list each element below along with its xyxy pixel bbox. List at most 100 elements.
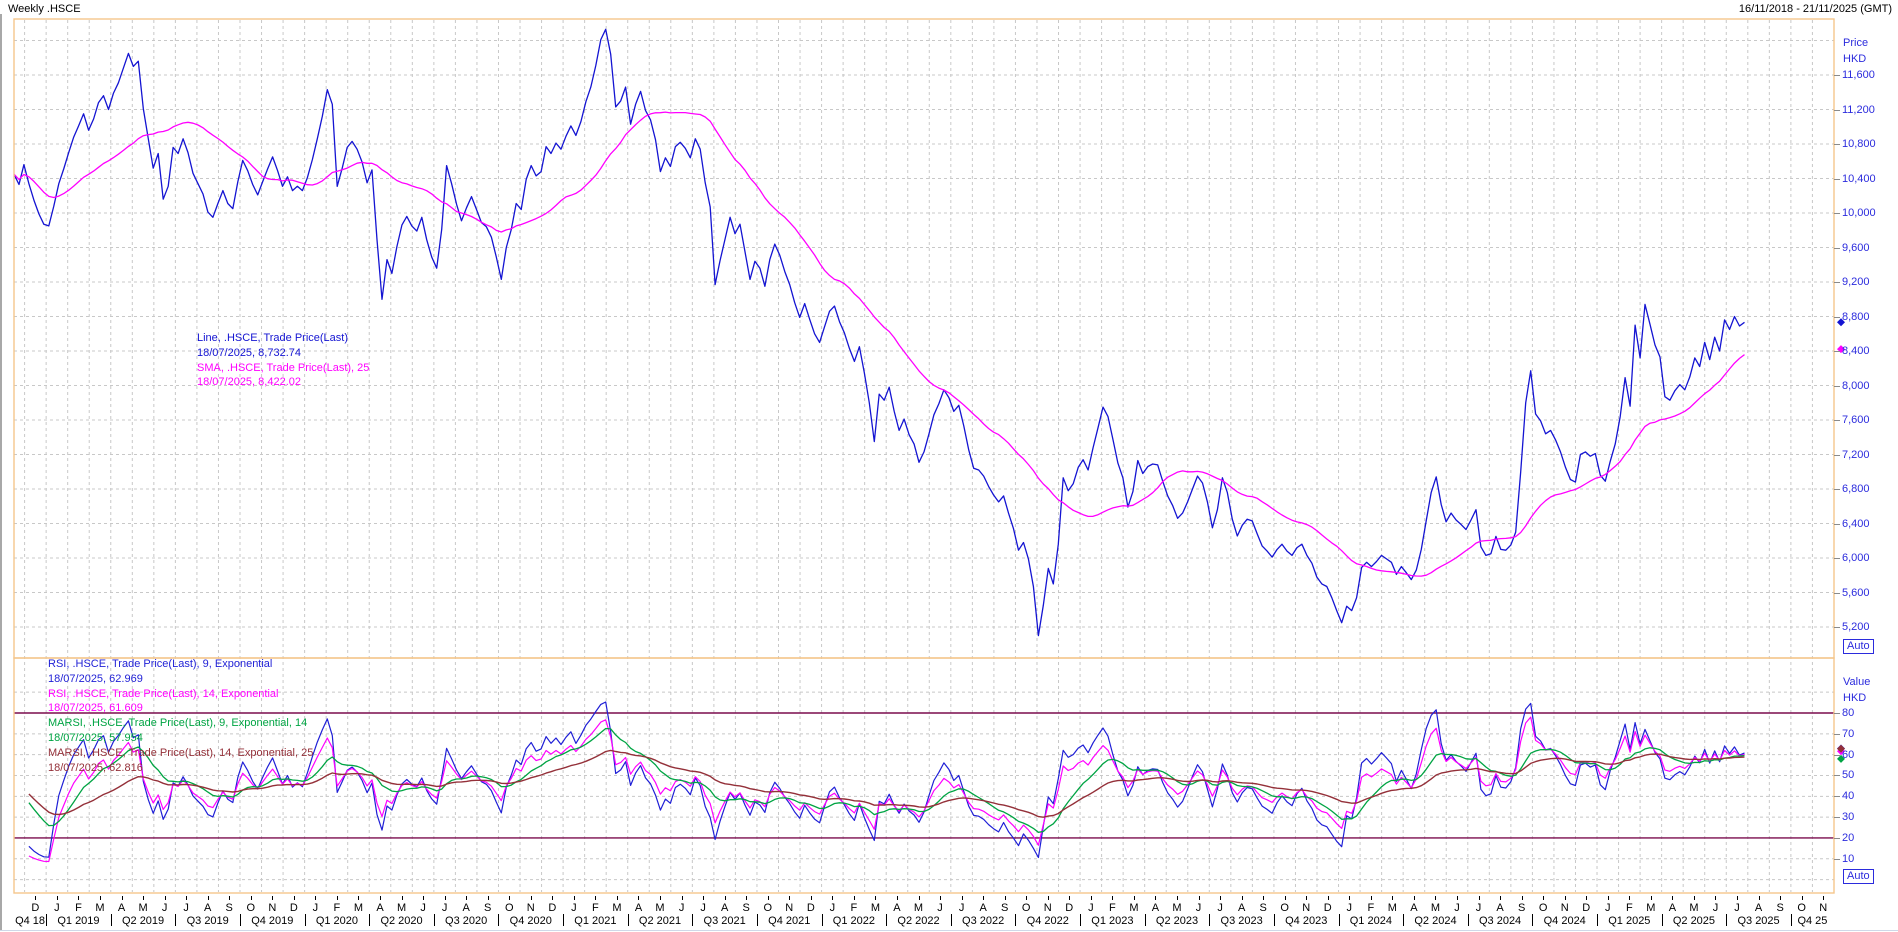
month-label: M	[1129, 902, 1139, 914]
month-tick	[1392, 896, 1394, 900]
date-range-label: 16/11/2018 - 21/11/2025 (GMT)	[1738, 3, 1892, 15]
value-axis-tick	[1834, 796, 1840, 798]
quarter-label: Q1 2024	[1349, 915, 1392, 927]
month-label: M	[1387, 902, 1397, 914]
quarter-label: Q2 2024	[1414, 915, 1457, 927]
month-tick	[875, 896, 877, 900]
quarter-label: Q2 2020	[380, 915, 423, 927]
value-axis-label: 40	[1842, 790, 1855, 803]
month-tick	[1693, 896, 1695, 900]
price-axis-auto-button[interactable]: Auto	[1843, 639, 1874, 654]
quarter-separator	[110, 914, 112, 926]
month-label: J	[571, 902, 577, 914]
price-axis-tick	[1834, 454, 1840, 456]
month-label: D	[548, 902, 557, 914]
month-tick	[1457, 896, 1458, 900]
month-tick	[896, 896, 898, 900]
quarter-label: Q3 2019	[186, 915, 229, 927]
price-axis-label: 10,000	[1842, 207, 1876, 219]
quarter-separator	[1726, 914, 1728, 926]
month-label: J	[1088, 902, 1094, 914]
quarter-label: Q4 2022	[1026, 915, 1069, 927]
month-label: J	[183, 902, 189, 914]
month-label: F	[1625, 902, 1633, 914]
month-label: F	[1108, 902, 1116, 914]
price-axis-label: 9,600	[1842, 241, 1870, 254]
value-axis-auto-button[interactable]: Auto	[1843, 869, 1874, 884]
quarter-label: Q1 2023	[1091, 915, 1134, 927]
month-label: A	[893, 902, 901, 914]
rsi-legend-line-name: MARSI, .HSCE, Trade Price(Last), 14, Exp…	[48, 746, 314, 759]
month-label: M	[353, 902, 364, 914]
month-tick	[78, 896, 80, 900]
value-axis-tick	[1834, 775, 1840, 777]
quarter-separator	[886, 914, 888, 926]
price-axis-tick	[1834, 592, 1840, 594]
month-tick	[1543, 896, 1545, 900]
price-axis-label: 6,400	[1842, 517, 1870, 530]
price-legend-line-name: Line, .HSCE, Trade Price(Last)	[197, 332, 349, 344]
price-axis-label: 6,800	[1842, 483, 1870, 495]
quarter-label: Q4 2019	[251, 915, 294, 927]
rsi-legend-line-name: RSI, .HSCE, Trade Price(Last), 14, Expon…	[48, 687, 279, 700]
quarter-label: Q3 2024	[1478, 915, 1522, 927]
value-axis-tick	[1834, 713, 1840, 714]
price-axis-tick	[1834, 420, 1840, 421]
quarter-label: Q4 2024	[1543, 915, 1586, 927]
quarter-label: Q2 2021	[638, 915, 682, 927]
month-tick	[1607, 896, 1609, 900]
month-tick	[358, 896, 360, 900]
month-tick	[380, 896, 381, 900]
month-label: A	[1410, 902, 1418, 914]
month-tick	[207, 896, 209, 900]
month-label: A	[376, 902, 384, 914]
month-tick	[1198, 896, 1200, 900]
month-tick	[810, 896, 812, 900]
quarter-separator	[1273, 914, 1275, 926]
month-label: J	[829, 902, 836, 914]
month-tick	[530, 896, 532, 900]
value-axis-title: HKD	[1843, 692, 1867, 704]
month-label: A	[979, 902, 987, 914]
month-tick	[509, 896, 511, 900]
price-axis-tick	[1834, 385, 1840, 387]
value-axis-label: 30	[1842, 811, 1855, 824]
month-tick	[573, 896, 575, 900]
month-tick	[1650, 896, 1652, 900]
value-axis-title: Value	[1843, 676, 1871, 688]
month-label: J	[937, 902, 943, 914]
month-label: M	[913, 902, 924, 914]
month-tick	[1155, 896, 1157, 900]
quarter-separator	[369, 914, 371, 926]
quarter-label: Q2 2019	[121, 915, 165, 927]
price-axis-label: 8,400	[1842, 345, 1870, 357]
month-tick	[1586, 896, 1588, 900]
month-label: F	[333, 902, 341, 914]
month-label: J	[958, 902, 965, 914]
price-axis-label: 8,800	[1842, 310, 1870, 323]
month-tick	[1715, 896, 1717, 900]
quarter-label: Q3 2025	[1737, 915, 1780, 927]
price-axis-tick	[1834, 247, 1840, 249]
month-tick	[1780, 896, 1782, 900]
month-label: J	[1475, 902, 1482, 914]
quarter-separator	[692, 914, 694, 926]
price-axis-label: 7,600	[1842, 414, 1870, 426]
quarter-label: Q1 2019	[57, 915, 100, 927]
quarter-separator	[1790, 914, 1792, 926]
month-label: M	[870, 902, 881, 914]
month-label: M	[95, 902, 105, 914]
month-tick	[1349, 896, 1351, 900]
value-axis-label: 80	[1842, 707, 1855, 719]
price-axis-label: 10,800	[1842, 138, 1876, 150]
price-axis-tick	[1834, 213, 1840, 214]
month-label: N	[1043, 902, 1052, 914]
month-label: A	[1496, 902, 1504, 914]
month-label: D	[289, 902, 298, 914]
month-tick	[1413, 896, 1415, 900]
month-tick	[401, 896, 403, 900]
month-tick	[293, 896, 295, 900]
month-tick	[186, 896, 188, 900]
month-label: D	[1323, 902, 1332, 914]
